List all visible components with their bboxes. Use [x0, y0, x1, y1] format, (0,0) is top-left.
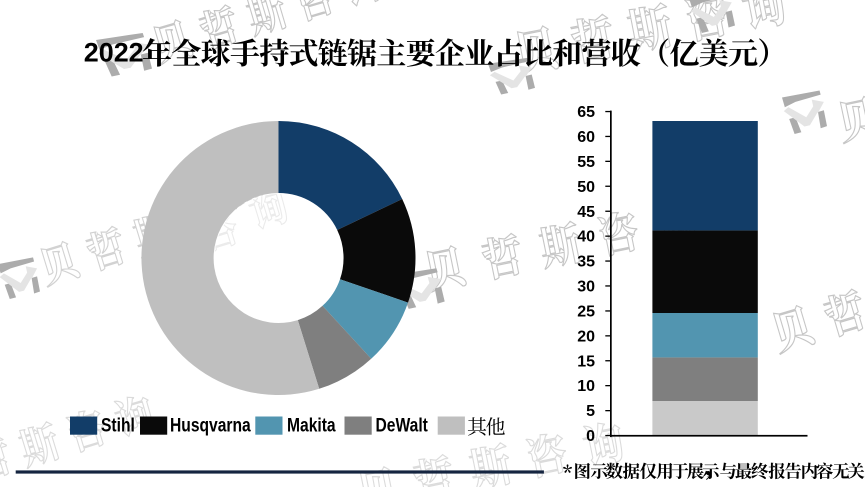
svg-text:40: 40	[577, 229, 595, 246]
svg-text:Makita: Makita	[287, 414, 336, 436]
svg-text:DeWalt: DeWalt	[376, 414, 428, 436]
svg-text:10: 10	[577, 378, 595, 395]
svg-text:50: 50	[577, 179, 595, 196]
svg-text:0: 0	[586, 428, 595, 445]
svg-text:55: 55	[577, 154, 595, 171]
svg-text:15: 15	[577, 353, 595, 370]
svg-text:45: 45	[577, 204, 595, 221]
svg-text:2022: 2022	[84, 38, 144, 68]
svg-text:30: 30	[577, 279, 595, 296]
svg-text:20: 20	[577, 328, 595, 345]
svg-text:Stihl: Stihl	[101, 414, 135, 436]
svg-text:Husqvarna: Husqvarna	[170, 414, 251, 436]
svg-text:60: 60	[577, 129, 595, 146]
svg-text:35: 35	[577, 254, 595, 271]
svg-text:25: 25	[577, 304, 595, 321]
svg-text:5: 5	[586, 403, 595, 420]
svg-text:65: 65	[577, 104, 595, 121]
